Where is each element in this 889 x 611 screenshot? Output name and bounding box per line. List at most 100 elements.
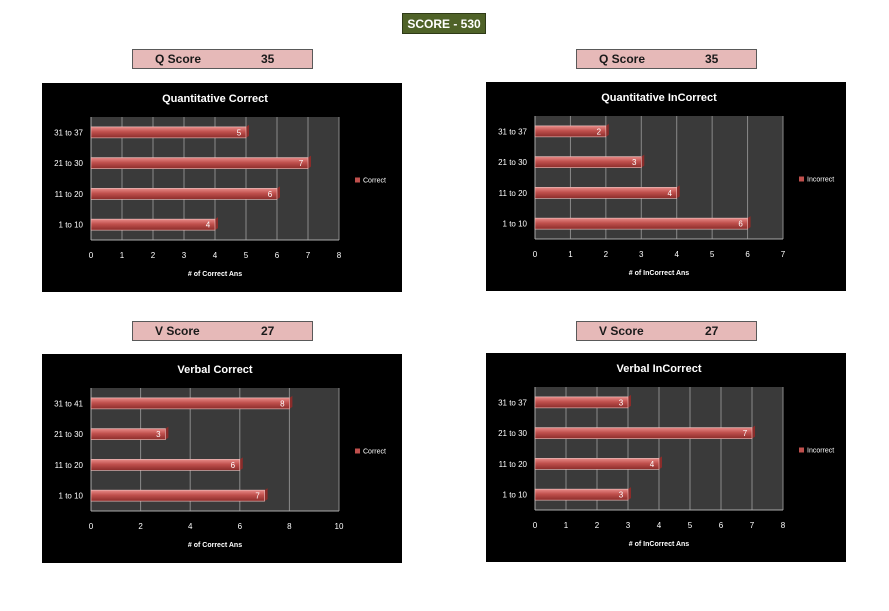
x-axis-label: # of Correct Ans <box>188 271 242 278</box>
x-tick-label: 1 <box>120 251 125 260</box>
q-score-label-left: Q Score 35 <box>132 49 313 69</box>
bar <box>90 126 247 139</box>
bar <box>90 428 166 440</box>
data-label: 6 <box>231 461 236 470</box>
y-tick-label: 1 to 10 <box>503 220 528 229</box>
score-label-text: Q Score <box>155 52 202 66</box>
chart-svg: Quantitative InCorrect 0 1 2 3 4 5 6 7 1 to 10 6 11… <box>498 92 834 277</box>
bar-side <box>628 487 631 501</box>
q-score-label-right: Q Score 35 <box>576 49 757 69</box>
score-label-value: 35 <box>705 52 719 66</box>
bar <box>90 397 290 410</box>
bar-side <box>277 186 280 200</box>
bar-side <box>239 457 243 471</box>
bar-side <box>659 456 662 470</box>
data-label: 6 <box>268 190 273 199</box>
y-tick-label: 1 to 10 <box>503 491 528 500</box>
x-tick-label: 0 <box>89 251 94 260</box>
y-tick-label: 11 to 20 <box>499 189 528 198</box>
total-score-badge: SCORE - 530 <box>402 13 486 34</box>
x-tick-label: 8 <box>781 521 786 530</box>
data-label: 2 <box>597 127 602 136</box>
score-label-value: 35 <box>261 52 275 66</box>
chart-svg: Verbal Correct 0 2 4 6 8 10 1 to 10 7 11 to 20 6 21… <box>54 364 386 549</box>
legend-label: Correct <box>363 178 386 185</box>
legend-swatch <box>799 176 804 182</box>
y-tick-label: 21 to 30 <box>54 430 83 439</box>
bar-side <box>264 488 268 502</box>
data-label: 7 <box>299 159 304 168</box>
x-tick-label: 5 <box>244 251 249 260</box>
x-tick-label: 0 <box>533 250 538 259</box>
bar <box>534 217 748 230</box>
data-label: 4 <box>667 189 672 198</box>
v-score-label-left: V Score 27 <box>132 321 313 341</box>
x-tick-label: 6 <box>719 521 724 530</box>
x-tick-label: 4 <box>657 521 662 530</box>
bar <box>534 187 678 199</box>
chart-quant-incorrect: Quantitative InCorrect 0 1 2 3 4 5 6 7 1 to 10 6 11… <box>486 82 846 291</box>
x-tick-label: 0 <box>533 521 538 530</box>
x-axis-label: # of InCorrect Ans <box>629 270 690 277</box>
bar-side <box>752 425 755 439</box>
y-tick-label: 11 to 20 <box>55 190 84 199</box>
x-tick-label: 4 <box>674 250 679 259</box>
data-label: 4 <box>650 460 655 469</box>
bar <box>90 489 265 502</box>
score-label-value: 27 <box>261 324 275 338</box>
x-tick-label: 2 <box>595 521 600 530</box>
x-tick-label: 2 <box>604 250 609 259</box>
x-tick-label: 2 <box>151 251 156 260</box>
x-tick-label: 6 <box>275 251 280 260</box>
data-label: 3 <box>156 430 161 439</box>
bar-side <box>605 123 609 137</box>
score-label-value: 27 <box>705 324 719 338</box>
y-tick-label: 31 to 37 <box>54 128 83 137</box>
bar <box>534 396 629 409</box>
y-tick-label: 31 to 41 <box>54 399 83 408</box>
score-label-text: V Score <box>599 324 644 338</box>
chart-title: Verbal Correct <box>177 364 253 376</box>
bar <box>534 427 753 439</box>
y-tick-label: 31 to 37 <box>498 398 527 407</box>
x-tick-label: 1 <box>564 521 569 530</box>
y-tick-label: 21 to 30 <box>498 158 527 167</box>
bar-side <box>676 185 680 199</box>
x-tick-label: 3 <box>626 521 631 530</box>
bar <box>534 156 642 168</box>
bar-side <box>289 395 293 409</box>
legend-label: Incorrect <box>807 177 834 184</box>
chart-title: Verbal InCorrect <box>617 363 702 375</box>
x-tick-label: 1 <box>568 250 573 259</box>
bar <box>90 188 278 200</box>
data-label: 3 <box>632 158 637 167</box>
y-tick-label: 21 to 30 <box>498 429 527 438</box>
legend-swatch <box>355 177 360 183</box>
data-label: 6 <box>738 220 743 229</box>
x-axis-label: # of Correct Ans <box>188 542 242 549</box>
legend-swatch <box>799 447 804 453</box>
x-tick-label: 4 <box>188 522 193 531</box>
x-tick-label: 5 <box>688 521 693 530</box>
chart-svg: Quantitative Correct 0 1 2 3 4 5 6 7 8 1 to 10 4 11 … <box>54 93 386 278</box>
x-tick-label: 8 <box>337 251 342 260</box>
data-label: 4 <box>206 221 211 230</box>
y-tick-label: 11 to 20 <box>55 461 84 470</box>
bar <box>90 157 309 169</box>
legend-label: Incorrect <box>807 448 834 455</box>
y-tick-label: 21 to 30 <box>54 159 83 168</box>
y-tick-label: 11 to 20 <box>499 460 528 469</box>
x-tick-label: 5 <box>710 250 715 259</box>
score-label-text: Q Score <box>599 52 646 66</box>
x-tick-label: 7 <box>306 251 311 260</box>
legend-label: Correct <box>363 449 386 456</box>
x-tick-label: 10 <box>335 522 344 531</box>
bar-side <box>628 394 631 408</box>
bar-side <box>641 154 645 168</box>
y-tick-label: 1 to 10 <box>59 492 84 501</box>
x-tick-label: 7 <box>781 250 786 259</box>
x-tick-label: 8 <box>287 522 292 531</box>
x-tick-label: 3 <box>639 250 644 259</box>
data-label: 3 <box>619 491 624 500</box>
chart-verbal-incorrect: Verbal InCorrect 0 1 2 3 4 5 6 7 8 1 to 10 3 11 to 2… <box>486 353 846 562</box>
